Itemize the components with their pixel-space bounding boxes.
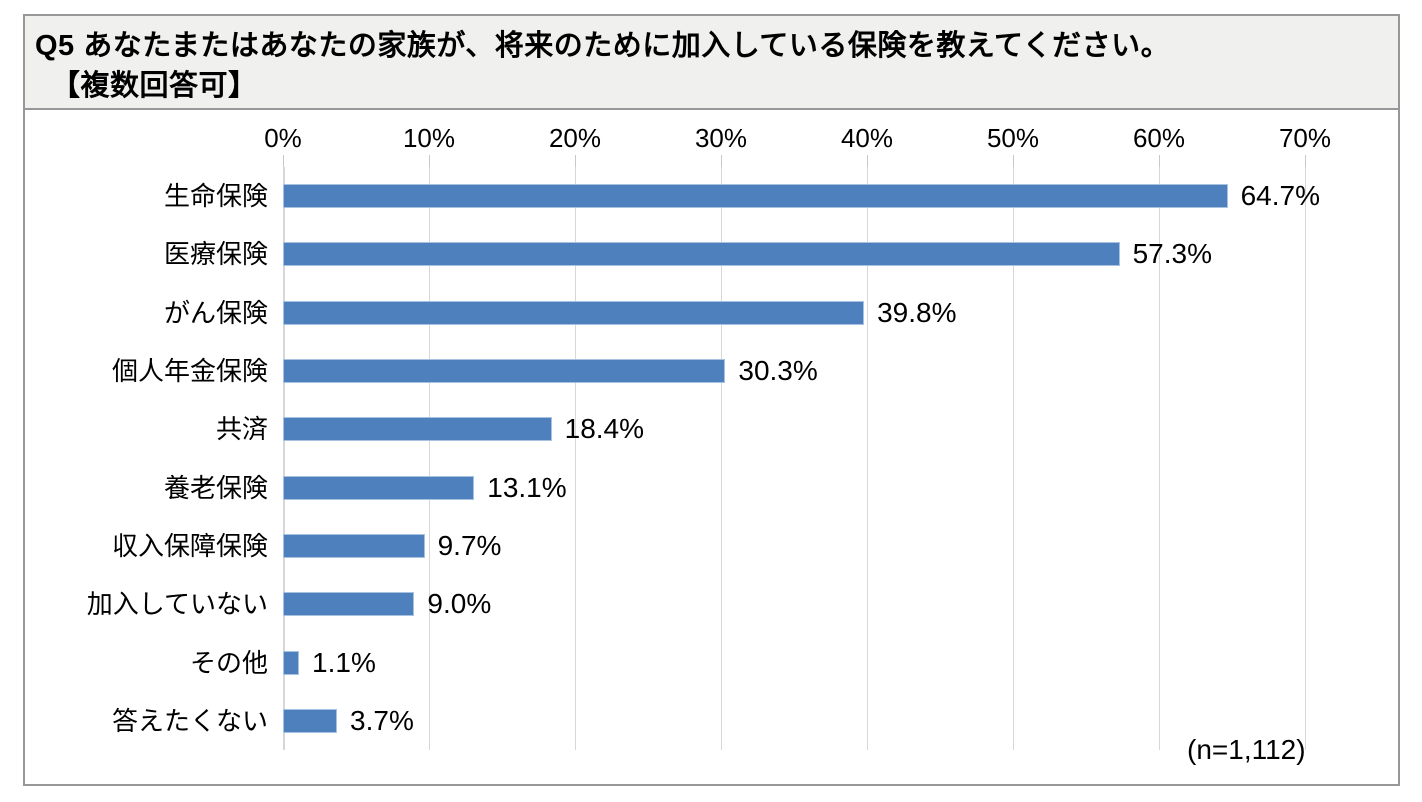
category-label: 生命保険	[163, 181, 268, 212]
x-axis-label: 20%	[548, 123, 602, 153]
x-axis-label: 10%	[402, 123, 456, 153]
x-axis-tick	[283, 155, 284, 168]
x-axis-label: 50%	[986, 123, 1040, 153]
survey-result-panel: Q5 あなたまたはあなたの家族が、将来のために加入している保険を教えてください。…	[23, 14, 1400, 786]
category-label: 医療保険	[163, 239, 268, 270]
value-label: 9.7%	[437, 529, 502, 561]
value-label: 3.7%	[350, 704, 414, 736]
gridline	[721, 167, 722, 750]
category-label: 個人年金保険	[111, 356, 268, 387]
bar	[283, 708, 338, 733]
category-label: 共済	[215, 414, 268, 445]
value-label: 9.0%	[427, 588, 492, 620]
value-label: 1.1%	[312, 646, 376, 678]
x-axis-label: 60%	[1132, 123, 1186, 153]
x-axis-tick	[867, 155, 868, 168]
question-title-line2: 【複数回答可】	[51, 70, 258, 102]
sample-size-note: (n=1,112)	[1187, 734, 1306, 765]
question-title-line1: Q5 あなたまたはあなたの家族が、将来のために加入している保険を教えてください。	[35, 30, 1171, 62]
x-axis-label: 30%	[694, 123, 748, 153]
category-label: がん保険	[163, 297, 268, 328]
value-label: 39.8%	[877, 296, 957, 328]
gridline	[1305, 167, 1306, 750]
x-axis-tick	[1159, 155, 1160, 168]
bar-chart: (n=1,112) 0% 10% 20% 30% 40% 50% 60% 70% 生命保険 64.…	[25, 110, 1398, 782]
bar	[283, 359, 726, 384]
category-label: 収入保障保険	[111, 530, 268, 561]
value-label: 64.7%	[1240, 180, 1321, 212]
y-axis-line	[283, 167, 285, 750]
x-axis-label: 40%	[840, 123, 894, 153]
question-title: Q5 あなたまたはあなたの家族が、将来のために加入している保険を教えてください。…	[25, 16, 1398, 110]
gridline	[429, 167, 430, 750]
bar	[283, 533, 425, 558]
category-label: その他	[189, 647, 268, 678]
bar	[283, 592, 415, 617]
gridline	[1159, 167, 1160, 750]
value-label: 57.3%	[1132, 238, 1212, 270]
value-label: 13.1%	[487, 471, 567, 503]
category-label: 養老保険	[163, 472, 268, 503]
bar	[283, 300, 865, 325]
x-axis-tick	[575, 155, 576, 168]
category-label: 加入していない	[86, 589, 268, 620]
x-axis-label: 70%	[1278, 123, 1332, 153]
x-axis-tick	[429, 155, 430, 168]
bar	[283, 242, 1120, 267]
value-label: 30.3%	[738, 355, 818, 387]
bar	[283, 184, 1228, 209]
x-axis-tick	[1305, 155, 1306, 168]
x-axis-tick	[1013, 155, 1014, 168]
gridline	[1013, 167, 1014, 750]
gridline	[867, 167, 868, 750]
category-label: 答えたくない	[111, 705, 268, 736]
value-label: 18.4%	[564, 413, 645, 445]
bar	[283, 475, 475, 500]
x-axis-tick	[721, 155, 722, 168]
bar	[283, 650, 300, 675]
x-axis-label: 0%	[264, 123, 302, 153]
gridline	[575, 167, 576, 750]
bar	[283, 417, 552, 442]
